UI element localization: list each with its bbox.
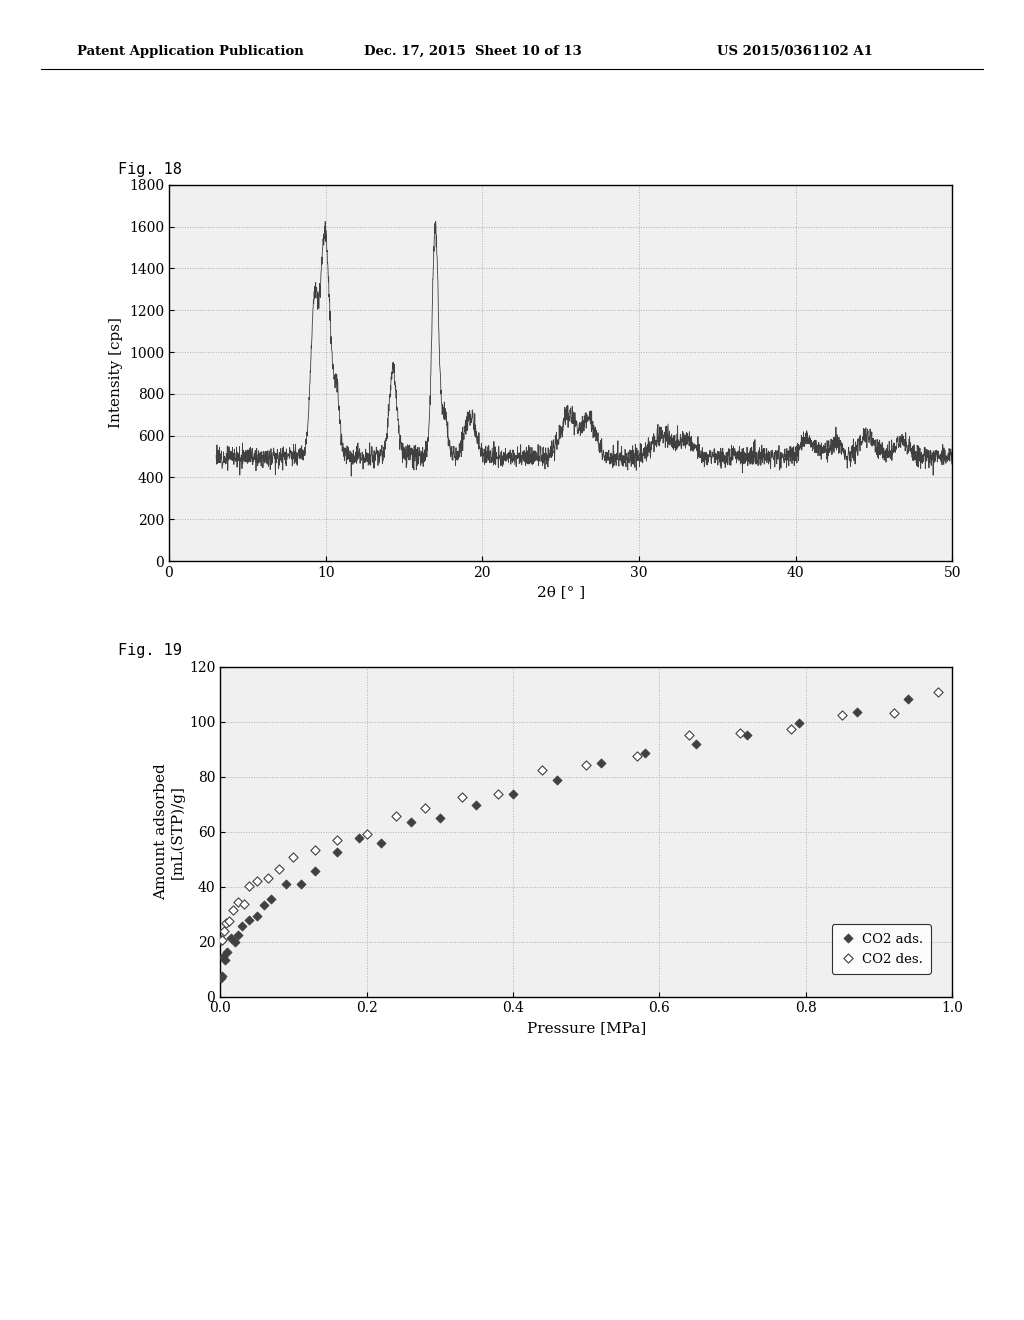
CO2 des. [835,704,851,725]
CO2 des. [454,787,470,808]
CO2 des. [218,912,234,933]
CO2 ads. [263,888,280,909]
CO2 des. [930,681,946,702]
CO2 ads. [215,946,231,968]
CO2 ads. [549,770,565,791]
CO2 ads. [351,828,368,849]
CO2 des. [358,824,375,845]
CO2 ads. [402,812,419,833]
CO2 des. [417,797,433,818]
Text: Fig. 19: Fig. 19 [118,643,181,657]
CO2 ads. [468,795,484,816]
CO2 des. [329,829,345,850]
CO2 des. [307,840,324,861]
CO2 des. [783,718,800,739]
X-axis label: Pressure [MPa]: Pressure [MPa] [526,1020,646,1035]
CO2 ads. [213,965,229,986]
CO2 ads. [213,968,229,989]
CO2 ads. [637,742,653,763]
CO2 ads. [593,752,609,774]
CO2 ads. [307,861,324,882]
CO2 ads. [219,942,236,964]
X-axis label: 2θ [° ]: 2θ [° ] [537,585,585,599]
CO2 des. [578,755,594,776]
CO2 ads. [233,916,250,937]
CO2 ads. [242,909,258,931]
CO2 ads. [217,949,233,970]
CO2 ads. [226,932,243,953]
CO2 ads. [739,725,756,746]
CO2 des. [886,702,902,723]
CO2 ads. [256,894,272,915]
CO2 des. [221,911,238,932]
CO2 des. [214,929,230,950]
CO2 des. [535,759,551,780]
CO2 des. [242,875,258,896]
CO2 ads. [329,841,345,862]
CO2 des. [732,722,749,743]
CO2 ads. [249,906,265,927]
CO2 ads. [688,734,705,755]
CO2 ads. [849,701,865,722]
CO2 ads. [278,874,294,895]
CO2 des. [490,784,507,805]
CO2 des. [230,892,247,913]
CO2 ads. [791,711,807,733]
Text: US 2015/0361102 A1: US 2015/0361102 A1 [717,45,872,58]
CO2 des. [285,847,301,869]
CO2 des. [213,929,229,950]
CO2 ads. [432,808,449,829]
CO2 ads. [900,688,916,709]
CO2 des. [236,892,252,913]
CO2 des. [259,867,275,888]
Y-axis label: Amount adsorbed
[mL(STP)/g]: Amount adsorbed [mL(STP)/g] [154,763,184,900]
CO2 des. [388,805,404,826]
CO2 ads. [223,928,240,949]
CO2 ads. [230,924,247,945]
Text: Fig. 18: Fig. 18 [118,162,181,177]
Legend: CO2 ads., CO2 des.: CO2 ads., CO2 des. [831,924,931,974]
CO2 ads. [293,874,309,895]
Text: Patent Application Publication: Patent Application Publication [77,45,303,58]
CO2 ads. [505,784,521,805]
CO2 des. [681,725,697,746]
CO2 des. [216,921,232,942]
Y-axis label: Intensity [cps]: Intensity [cps] [110,318,123,428]
CO2 des. [225,899,242,920]
CO2 des. [270,858,287,879]
Text: Dec. 17, 2015  Sheet 10 of 13: Dec. 17, 2015 Sheet 10 of 13 [364,45,582,58]
CO2 des. [249,871,265,892]
CO2 ads. [373,832,389,853]
CO2 des. [630,746,646,767]
